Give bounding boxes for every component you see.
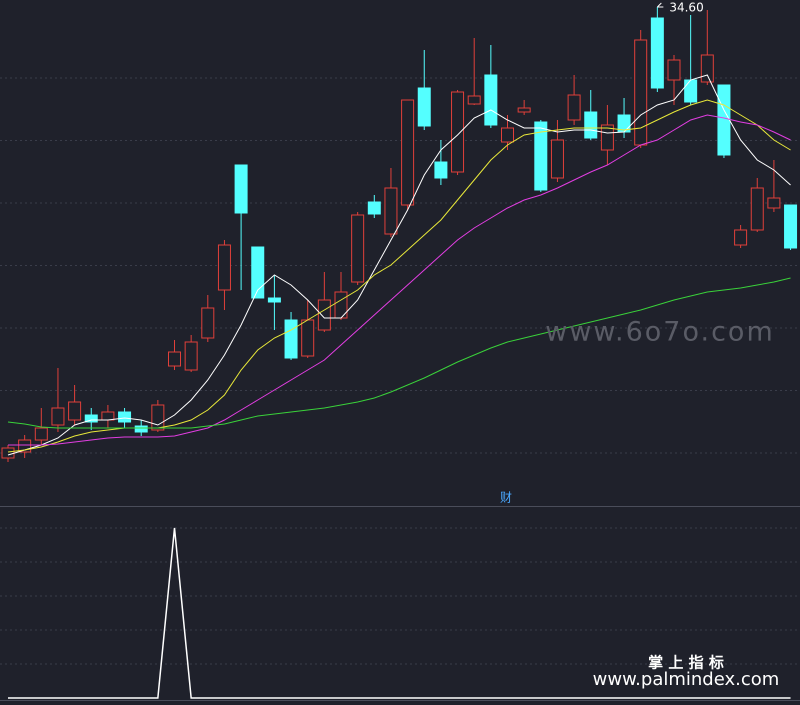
candle-body [234, 164, 248, 214]
candle-body [784, 204, 798, 249]
candle-body [301, 319, 315, 357]
candle-body [550, 139, 564, 179]
candle-body [750, 187, 764, 231]
moving-average [7, 99, 791, 453]
candle-body [517, 107, 531, 113]
watermark: 掌 上 指 标 [648, 654, 724, 672]
candle-body [34, 427, 48, 441]
candle-body [650, 17, 664, 89]
candle-body [267, 297, 281, 303]
candle-body [101, 411, 115, 421]
candle-body [351, 214, 365, 283]
candle-body [151, 404, 165, 431]
candle-body [700, 54, 714, 83]
candle-body [367, 201, 381, 215]
high-label: 34.60 [669, 1, 703, 15]
candle-body [734, 229, 748, 246]
candle-body [484, 74, 498, 126]
moving-average [7, 74, 791, 456]
candle-body [467, 95, 481, 105]
candle-body [84, 414, 98, 423]
high-pointer [656, 2, 664, 8]
candle-body [417, 87, 431, 127]
moving-average [7, 277, 791, 429]
candle-body [667, 59, 681, 81]
watermark: www.palmindex.com [593, 669, 780, 690]
candle-body [51, 407, 65, 426]
candle-body [317, 299, 331, 331]
candle-body [184, 341, 198, 371]
candle-body [284, 319, 298, 359]
candle-body [634, 39, 648, 146]
candle-body [684, 79, 698, 103]
candle-body [767, 197, 781, 209]
candle-body [567, 94, 581, 121]
candle-body [1, 447, 15, 459]
candle-body [201, 307, 215, 339]
candle-body [168, 351, 181, 367]
candle-body [600, 124, 614, 151]
candle-body [401, 99, 415, 206]
moving-average [8, 114, 791, 446]
watermark: www.6o7o.com [545, 317, 775, 348]
center-label: 财 [500, 491, 512, 505]
candle-body [384, 187, 398, 235]
indicator-line [8, 527, 791, 699]
candle-body [118, 411, 132, 423]
candle-body [717, 84, 731, 156]
candle-body [501, 127, 514, 143]
candle-body [584, 111, 598, 139]
candle-body [451, 91, 465, 173]
candle-body [68, 401, 82, 421]
candle-body [134, 425, 148, 433]
candle-body [434, 161, 448, 179]
candle-body [534, 121, 548, 191]
candle-body [217, 244, 231, 291]
candle-body [251, 246, 265, 299]
